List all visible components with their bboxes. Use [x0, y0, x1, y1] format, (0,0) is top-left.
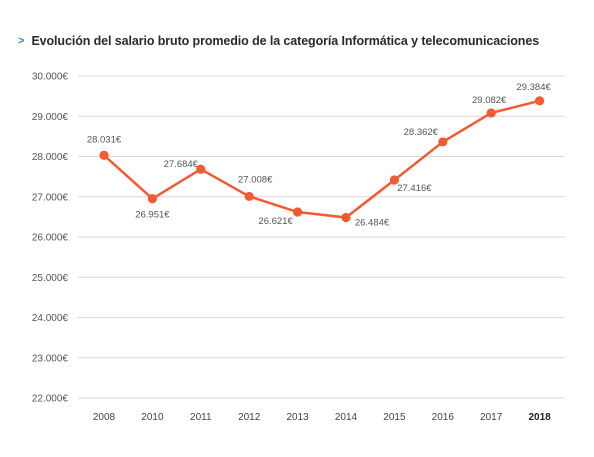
y-tick-label: 27.000€ — [32, 192, 69, 203]
title-chevron-icon: > — [18, 35, 25, 47]
y-tick-label: 23.000€ — [32, 353, 69, 364]
data-point — [341, 212, 351, 223]
data-point — [99, 150, 109, 160]
x-tick-label: 2014 — [335, 412, 358, 423]
y-tick-label: 30.000€ — [32, 72, 69, 83]
y-tick-label: 25.000€ — [32, 273, 69, 284]
x-tick-label: 2013 — [286, 412, 309, 423]
data-point — [196, 164, 206, 174]
data-label: 28.362€ — [404, 127, 439, 138]
data-point — [244, 191, 254, 202]
chart-title-text: Evolución del salario bruto promedio de … — [31, 34, 540, 48]
data-point — [389, 175, 399, 185]
data-label: 26.621€ — [258, 216, 293, 227]
data-label: 29.082€ — [472, 95, 507, 106]
data-label: 26.484€ — [355, 218, 390, 229]
data-label: 26.951€ — [135, 210, 170, 221]
y-tick-label: 29.000€ — [32, 112, 69, 123]
series-line — [103, 99, 540, 219]
data-point — [438, 137, 448, 147]
data-point — [293, 207, 303, 217]
data-label: 27.416€ — [397, 183, 432, 194]
y-tick-label: 26.000€ — [32, 233, 69, 244]
data-label: 27.008€ — [238, 174, 273, 185]
x-tick-label: 2010 — [141, 412, 164, 423]
data-label: 27.684€ — [164, 159, 199, 170]
x-tick-label: 2017 — [480, 412, 503, 423]
data-label: 29.384€ — [516, 82, 551, 93]
y-tick-label: 28.000€ — [32, 152, 69, 163]
data-point — [486, 108, 496, 118]
x-tick-label: 2018 — [528, 412, 551, 423]
y-tick-label: 22.000€ — [32, 394, 69, 405]
x-tick-label: 2016 — [432, 412, 455, 423]
data-point — [535, 96, 545, 106]
x-tick-label: 2012 — [238, 412, 261, 423]
chart-title: > Evolución del salario bruto promedio d… — [18, 34, 539, 48]
data-point — [147, 194, 157, 204]
x-tick-label: 2011 — [190, 412, 212, 423]
x-tick-label: 2015 — [383, 412, 406, 423]
y-tick-label: 24.000€ — [32, 313, 69, 324]
data-label: 28.031€ — [87, 134, 122, 145]
x-tick-label: 2008 — [93, 412, 116, 423]
